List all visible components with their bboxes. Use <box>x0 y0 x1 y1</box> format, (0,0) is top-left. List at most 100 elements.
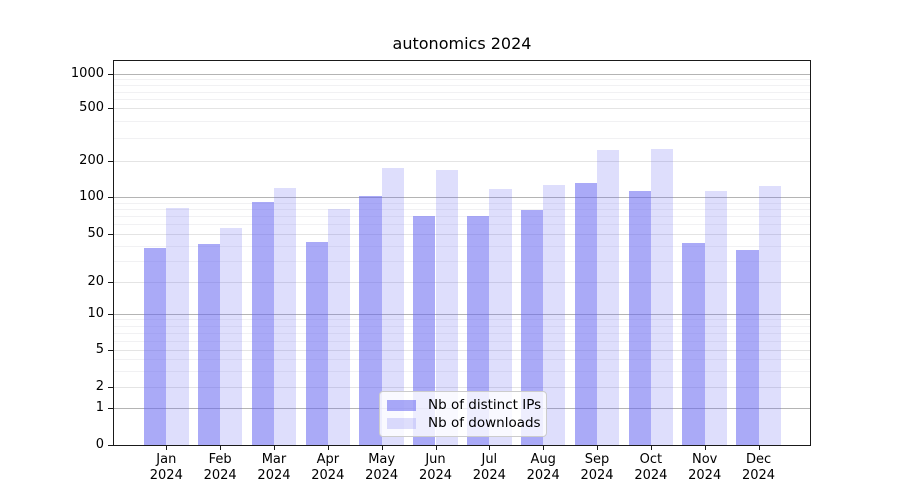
legend: Nb of distinct IPs Nb of downloads <box>379 391 547 437</box>
gridline-500 <box>114 108 810 109</box>
gridline-20 <box>114 282 810 283</box>
gridline-100 <box>114 197 810 198</box>
bar-nb-of-downloads-jun-2024 <box>435 170 458 445</box>
gridline-1000 <box>114 74 810 75</box>
legend-item-downloads: Nb of downloads <box>387 415 541 431</box>
gridline-10 <box>114 314 810 315</box>
gridline-minor-400 <box>114 121 810 122</box>
legend-swatch-downloads <box>387 417 416 429</box>
y-tick-label-0: 0 <box>95 437 104 452</box>
x-tick-label-oct-2024: Oct 2024 <box>634 452 668 483</box>
y-tick-1000 <box>108 74 113 75</box>
x-tick-feb-2024 <box>220 446 222 450</box>
y-tick-label-10: 10 <box>87 306 104 321</box>
x-tick-label-jun-2024: Jun 2024 <box>418 452 453 483</box>
x-tick-mar-2024 <box>273 446 275 450</box>
bar-nb-of-distinct-ips-mar-2024 <box>251 202 274 445</box>
y-tick-50 <box>108 234 113 235</box>
y-tick-label-1000: 1000 <box>70 66 104 81</box>
y-tick-1 <box>108 408 113 409</box>
gridline-minor-600 <box>114 99 810 100</box>
x-tick-oct-2024 <box>650 446 652 450</box>
bar-nb-of-distinct-ips-apr-2024 <box>305 242 328 445</box>
gridline-5 <box>114 350 810 351</box>
bar-nb-of-downloads-may-2024 <box>381 168 404 445</box>
y-tick-label-100: 100 <box>79 189 104 204</box>
gridline-minor-900 <box>114 79 810 80</box>
x-tick-label-jul-2024: Jul 2024 <box>472 452 506 483</box>
y-tick-200 <box>108 161 113 162</box>
bar-nb-of-distinct-ips-feb-2024 <box>197 244 221 445</box>
x-tick-apr-2024 <box>327 446 329 450</box>
bar-nb-of-distinct-ips-jun-2024 <box>413 216 436 445</box>
legend-swatch-distinct-ips <box>387 399 416 411</box>
bar-nb-of-downloads-mar-2024 <box>273 188 297 445</box>
y-tick-label-20: 20 <box>87 274 104 289</box>
y-tick-2 <box>108 387 113 388</box>
gridline-50 <box>114 234 810 235</box>
plot-spine-bottom <box>113 445 811 446</box>
gridline-minor-3 <box>114 371 810 372</box>
gridline-minor-8 <box>114 326 810 327</box>
x-tick-jan-2024 <box>166 446 168 450</box>
y-tick-label-500: 500 <box>79 100 104 115</box>
y-tick-10 <box>108 314 113 315</box>
gridline-minor-6 <box>114 341 810 342</box>
x-tick-label-aug-2024: Aug 2024 <box>526 452 560 483</box>
y-tick-20 <box>108 282 113 283</box>
plot-spine-top <box>113 60 811 61</box>
y-tick-label-1: 1 <box>95 400 104 415</box>
bar-nb-of-downloads-sep-2024 <box>597 150 620 445</box>
bar-nb-of-downloads-apr-2024 <box>327 209 351 445</box>
x-tick-label-mar-2024: Mar 2024 <box>257 452 291 483</box>
y-tick-5 <box>108 350 113 351</box>
x-tick-label-nov-2024: Nov 2024 <box>688 452 722 483</box>
x-tick-label-apr-2024: Apr 2024 <box>311 452 345 483</box>
bar-nb-of-distinct-ips-sep-2024 <box>574 183 598 445</box>
x-tick-label-jan-2024: Jan 2024 <box>149 452 183 483</box>
bar-nb-of-distinct-ips-aug-2024 <box>520 210 544 445</box>
gridline-minor-80 <box>114 209 810 210</box>
gridline-minor-70 <box>114 216 810 217</box>
chart-title: autonomics 2024 <box>392 34 532 53</box>
x-tick-label-dec-2024: Dec 2024 <box>741 452 776 483</box>
x-tick-label-may-2024: May 2024 <box>365 452 399 483</box>
gridline-2 <box>114 387 810 388</box>
y-tick-500 <box>108 108 113 109</box>
gridline-minor-9 <box>114 319 810 320</box>
bar-nb-of-distinct-ips-jul-2024 <box>467 216 490 445</box>
bar-nb-of-downloads-aug-2024 <box>543 185 566 445</box>
y-tick-100 <box>108 197 113 198</box>
gridline-minor-30 <box>114 261 810 262</box>
bar-nb-of-downloads-feb-2024 <box>220 228 243 445</box>
y-tick-label-2: 2 <box>95 379 104 394</box>
gridline-minor-40 <box>114 246 810 247</box>
x-tick-label-sep-2024: Sep 2024 <box>580 452 614 483</box>
x-tick-may-2024 <box>381 446 383 450</box>
gridline-minor-90 <box>114 203 810 204</box>
y-tick-label-50: 50 <box>87 226 104 241</box>
gridline-minor-300 <box>114 138 810 139</box>
x-tick-jul-2024 <box>489 446 491 450</box>
y-tick-label-200: 200 <box>79 153 104 168</box>
x-tick-sep-2024 <box>597 446 599 450</box>
plot-spine-right <box>810 60 811 446</box>
bar-nb-of-downloads-nov-2024 <box>704 191 727 445</box>
legend-label-downloads: Nb of downloads <box>428 415 541 431</box>
bar-nb-of-distinct-ips-may-2024 <box>359 196 382 445</box>
bar-nb-of-downloads-jul-2024 <box>489 189 512 445</box>
bar-nb-of-distinct-ips-oct-2024 <box>628 191 651 445</box>
bar-nb-of-distinct-ips-dec-2024 <box>736 250 759 445</box>
plot-spine-left <box>113 60 114 446</box>
legend-item-distinct-ips: Nb of distinct IPs <box>387 397 541 413</box>
bar-nb-of-distinct-ips-jan-2024 <box>144 248 167 445</box>
x-tick-dec-2024 <box>758 446 760 450</box>
gridline-minor-7 <box>114 333 810 334</box>
x-tick-aug-2024 <box>543 446 545 450</box>
gridline-minor-60 <box>114 224 810 225</box>
gridline-minor-700 <box>114 92 810 93</box>
gridline-minor-4 <box>114 359 810 360</box>
bar-nb-of-downloads-oct-2024 <box>650 149 674 445</box>
y-tick-label-5: 5 <box>95 342 104 357</box>
